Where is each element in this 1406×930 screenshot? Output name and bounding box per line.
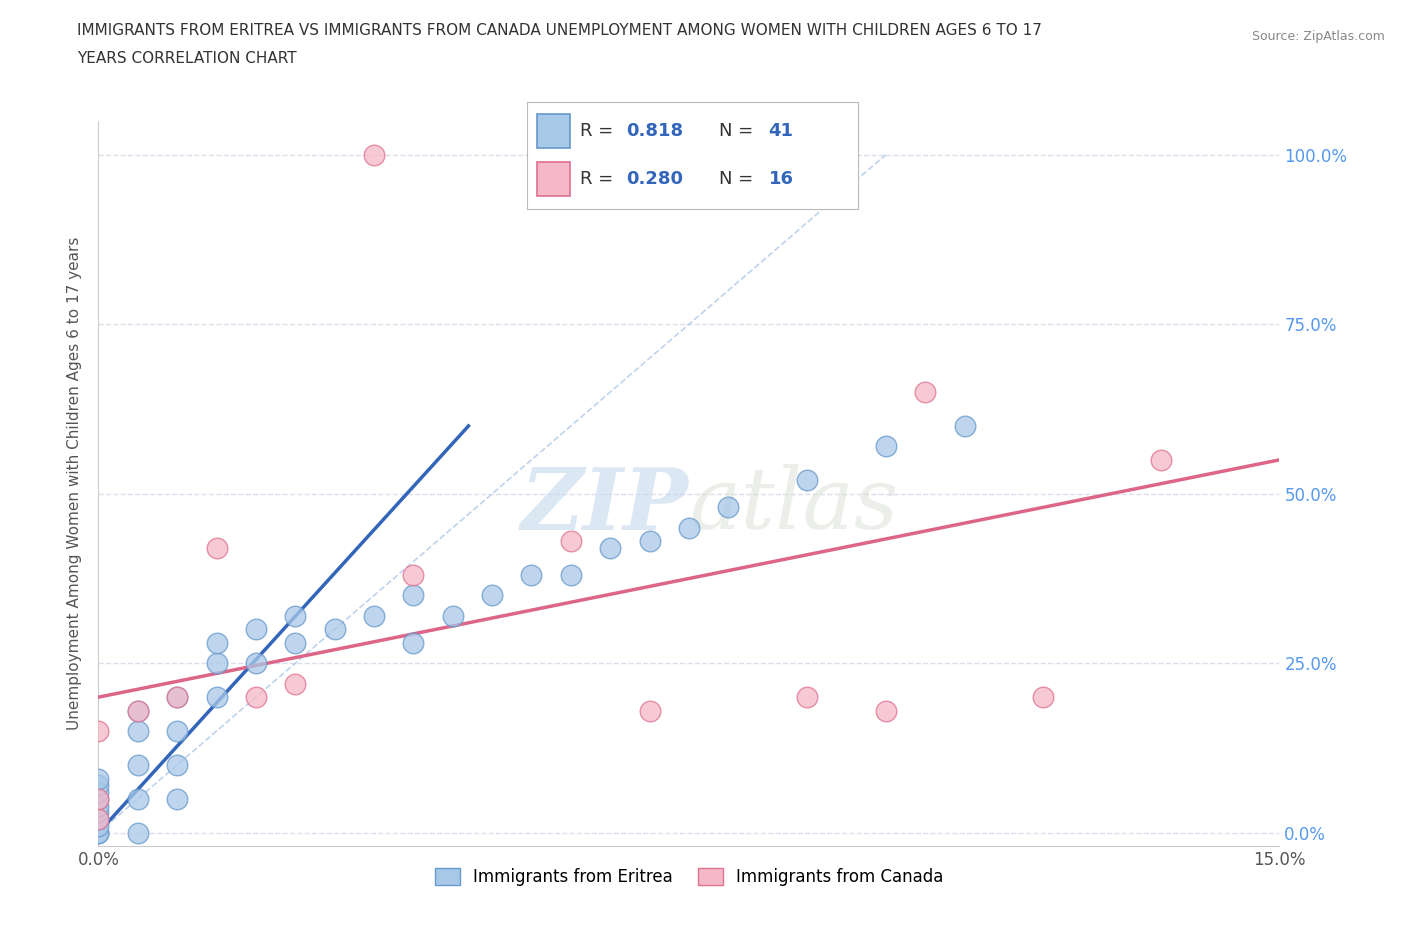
Point [520,567,543,582]
Text: N =: N = [718,170,759,188]
Point [87,812,110,827]
Point [796,690,818,705]
Point [166,724,188,738]
Point [245,622,267,637]
Point [166,690,188,705]
Point [638,534,661,549]
Point [953,418,976,433]
Point [599,540,621,555]
Point [166,758,188,773]
Point [87,812,110,827]
Text: IMMIGRANTS FROM ERITREA VS IMMIGRANTS FROM CANADA UNEMPLOYMENT AMONG WOMEN WITH : IMMIGRANTS FROM ERITREA VS IMMIGRANTS FR… [77,23,1042,38]
Point [245,690,267,705]
Point [87,825,110,840]
FancyBboxPatch shape [537,162,571,196]
Y-axis label: Unemployment Among Women with Children Ages 6 to 17 years: Unemployment Among Women with Children A… [67,237,83,730]
Point [796,472,818,487]
Point [678,520,700,535]
Point [127,758,149,773]
Point [638,703,661,718]
Point [87,805,110,820]
Point [323,622,346,637]
Text: Source: ZipAtlas.com: Source: ZipAtlas.com [1251,30,1385,43]
Point [284,608,307,623]
Point [205,635,228,650]
Point [87,771,110,786]
Point [363,608,385,623]
Point [87,785,110,800]
Point [441,608,464,623]
Text: R =: R = [581,122,619,140]
Point [205,656,228,671]
Point [127,724,149,738]
Text: ZIP: ZIP [522,464,689,547]
Point [875,439,897,454]
Text: R =: R = [581,170,619,188]
Point [1150,452,1173,467]
Point [717,500,740,515]
Point [127,791,149,806]
Point [245,656,267,671]
Point [284,635,307,650]
Point [127,825,149,840]
Legend: Immigrants from Eritrea, Immigrants from Canada: Immigrants from Eritrea, Immigrants from… [427,861,950,893]
Point [205,540,228,555]
Point [875,703,897,718]
Point [166,791,188,806]
Point [481,588,503,603]
Text: 41: 41 [769,122,793,140]
Point [87,724,110,738]
Point [284,676,307,691]
Text: N =: N = [718,122,759,140]
Point [914,385,936,400]
Point [560,567,582,582]
Point [127,703,149,718]
Point [87,791,110,806]
Point [1032,690,1054,705]
Point [402,567,425,582]
Point [87,798,110,813]
Text: atlas: atlas [689,464,898,547]
Point [402,635,425,650]
Point [87,777,110,792]
Point [363,147,385,162]
Text: 16: 16 [769,170,793,188]
FancyBboxPatch shape [537,114,571,148]
Point [205,690,228,705]
Point [87,818,110,833]
Point [560,534,582,549]
Point [127,703,149,718]
Point [402,588,425,603]
Point [166,690,188,705]
Point [87,825,110,840]
Text: 0.818: 0.818 [627,122,683,140]
Text: YEARS CORRELATION CHART: YEARS CORRELATION CHART [77,51,297,66]
Point [87,791,110,806]
Text: 0.280: 0.280 [627,170,683,188]
